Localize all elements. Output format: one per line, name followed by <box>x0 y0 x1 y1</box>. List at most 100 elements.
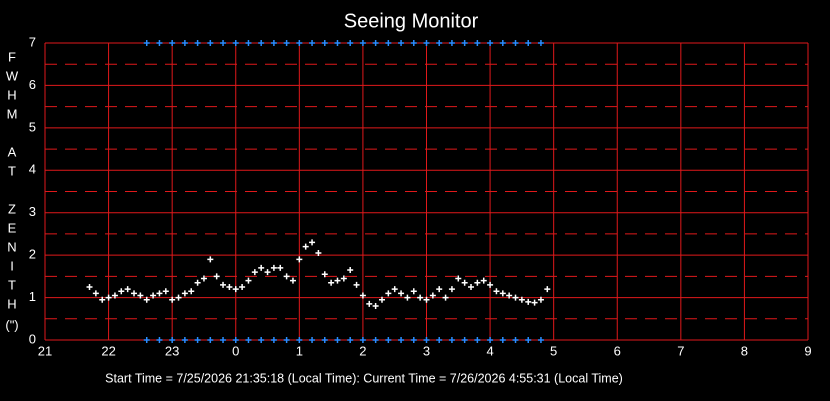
x-tick-label: 21 <box>38 343 52 358</box>
data-point <box>353 281 360 288</box>
data-point <box>296 337 303 343</box>
data-point <box>372 40 379 46</box>
data-point <box>143 296 150 303</box>
data-point <box>105 294 112 301</box>
y-axis-label: E <box>8 220 17 235</box>
data-point <box>334 40 341 46</box>
data-point <box>181 40 188 46</box>
data-point <box>258 264 265 271</box>
data-point <box>359 337 366 343</box>
x-tick-label: 1 <box>296 343 303 358</box>
data-point <box>220 337 227 343</box>
data-point <box>226 283 233 290</box>
data-point <box>423 337 430 343</box>
data-point <box>474 279 481 286</box>
data-point <box>283 273 290 280</box>
data-point <box>391 286 398 293</box>
data-point <box>531 299 538 306</box>
data-point <box>188 288 195 295</box>
x-tick-label: 23 <box>165 343 179 358</box>
x-tick-label: 8 <box>741 343 748 358</box>
data-point <box>283 40 290 46</box>
data-point <box>385 40 392 46</box>
data-point <box>410 288 417 295</box>
data-point <box>270 337 277 343</box>
y-axis-label: N <box>7 239 16 254</box>
y-axis-label: T <box>8 277 16 292</box>
data-point <box>347 266 354 273</box>
data-point <box>156 337 163 343</box>
data-point <box>156 40 163 46</box>
data-point <box>429 292 436 299</box>
y-axis-label: H <box>7 87 16 102</box>
y-tick-label: 2 <box>29 247 36 262</box>
data-point <box>340 275 347 282</box>
data-point <box>328 279 335 286</box>
data-point <box>417 294 424 301</box>
data-point <box>461 279 468 286</box>
data-point <box>347 40 354 46</box>
data-point <box>385 337 392 343</box>
x-tick-label: 5 <box>550 343 557 358</box>
x-tick-label: 22 <box>101 343 115 358</box>
data-point <box>487 40 494 46</box>
data-point <box>118 288 125 295</box>
data-point <box>264 269 271 276</box>
data-point <box>378 296 385 303</box>
data-point <box>207 256 214 263</box>
y-tick-label: 4 <box>29 162 36 177</box>
data-point <box>334 337 341 343</box>
data-point <box>258 40 265 46</box>
data-point <box>92 290 99 297</box>
y-axis-label: T <box>8 163 16 178</box>
data-point <box>232 337 239 343</box>
data-point <box>131 290 138 297</box>
y-tick-label: 7 <box>29 34 36 49</box>
data-point <box>169 296 176 303</box>
data-point <box>448 286 455 293</box>
data-point <box>220 281 227 288</box>
data-point <box>194 337 201 343</box>
data-point <box>512 337 519 343</box>
data-point <box>99 296 106 303</box>
y-tick-label: 6 <box>29 77 36 92</box>
x-tick-label: 7 <box>677 343 684 358</box>
data-point <box>207 40 214 46</box>
x-tick-label: 0 <box>232 343 239 358</box>
data-point <box>518 296 525 303</box>
data-point <box>181 290 188 297</box>
data-point <box>499 40 506 46</box>
data-point <box>436 337 443 343</box>
data-point <box>512 294 519 301</box>
data-point <box>537 296 544 303</box>
data-point <box>544 286 551 293</box>
data-point <box>448 337 455 343</box>
y-axis-label: F <box>8 49 16 64</box>
data-point <box>385 290 392 297</box>
data-point <box>461 337 468 343</box>
y-tick-label: 5 <box>29 119 36 134</box>
data-point <box>359 292 366 299</box>
x-tick-label: 2 <box>359 343 366 358</box>
data-point <box>423 296 430 303</box>
data-point <box>296 40 303 46</box>
data-point <box>86 283 93 290</box>
data-point <box>499 290 506 297</box>
data-point <box>321 40 328 46</box>
data-point <box>309 337 316 343</box>
data-point <box>493 288 500 295</box>
data-point <box>525 298 532 305</box>
data-point <box>194 279 201 286</box>
data-point <box>487 337 494 343</box>
data-point <box>251 269 258 276</box>
data-point <box>111 292 118 299</box>
data-point <box>315 250 322 257</box>
data-point <box>245 277 252 284</box>
data-point <box>232 40 239 46</box>
data-point <box>537 337 544 343</box>
x-tick-label: 6 <box>614 343 621 358</box>
data-point <box>398 290 405 297</box>
footer: Start Time = 7/25/2026 21:35:18 (Local T… <box>105 371 623 385</box>
data-point <box>525 40 532 46</box>
